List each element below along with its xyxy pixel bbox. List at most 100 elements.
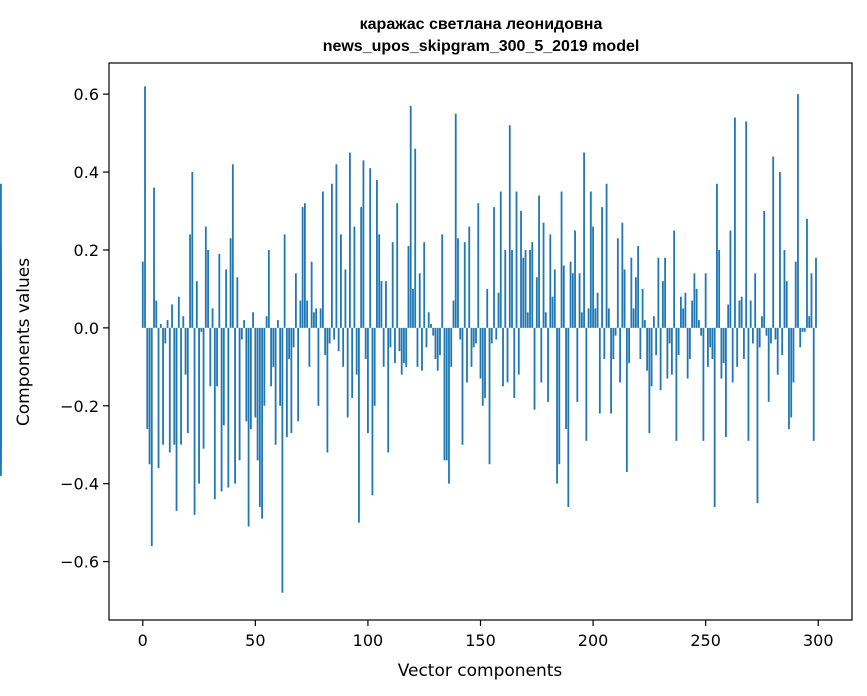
bar: [806, 218, 808, 328]
bar: [220, 327, 223, 492]
bar: [749, 300, 752, 328]
bar: [380, 281, 383, 328]
bar: [164, 327, 167, 344]
x-axis-label: Vector components: [398, 661, 563, 681]
bar: [382, 327, 385, 367]
bar: [562, 265, 565, 328]
bar: [308, 327, 311, 367]
bar: [691, 300, 694, 328]
bar: [355, 327, 358, 375]
bar: [754, 273, 757, 328]
x-tick-label: 100: [353, 631, 384, 650]
bar: [725, 327, 727, 437]
bar: [193, 327, 196, 515]
bar: [576, 327, 579, 402]
bar: [486, 288, 489, 328]
bar: [704, 273, 707, 328]
bar: [794, 261, 797, 328]
bar: [743, 327, 745, 360]
x-axis: 0 50 100 150 200 250 300: [138, 620, 834, 650]
bar: [457, 238, 459, 328]
bar: [502, 327, 504, 387]
bar: [254, 327, 257, 418]
bar: [394, 327, 396, 363]
bar: [369, 168, 372, 328]
bar: [155, 300, 158, 328]
bar: [466, 327, 468, 383]
bar: [788, 327, 790, 430]
bar: [612, 327, 615, 360]
bar: [141, 261, 144, 328]
bar: [551, 296, 554, 328]
bar: [580, 312, 583, 328]
bar: [310, 261, 313, 328]
bar: [488, 327, 491, 465]
bar: [531, 242, 534, 328]
bar: [472, 327, 475, 348]
bar: [184, 327, 187, 375]
bar: [569, 261, 572, 328]
bar: [495, 327, 498, 340]
bar: [279, 327, 282, 406]
bar: [490, 327, 493, 344]
bar: [243, 320, 245, 328]
bar: [353, 226, 356, 328]
bar: [349, 152, 351, 328]
bar: [713, 327, 716, 508]
bar: [376, 179, 378, 328]
bar: [720, 327, 723, 379]
bar: [716, 183, 718, 328]
bar: [511, 249, 513, 328]
bar: [632, 308, 635, 328]
bar: [182, 316, 185, 328]
bar: [200, 327, 203, 332]
bar: [758, 327, 761, 348]
bar: [657, 257, 660, 328]
bar: [481, 327, 484, 406]
bar: [727, 304, 730, 328]
bar: [493, 207, 495, 328]
bar: [682, 308, 685, 328]
bar: [673, 230, 676, 328]
bar: [317, 327, 320, 406]
bar: [207, 249, 209, 328]
bar: [249, 327, 252, 430]
bar: [263, 327, 266, 406]
bar: [157, 327, 160, 469]
bar: [261, 327, 263, 519]
bar: [772, 156, 775, 328]
y-axis-label: Components values: [14, 258, 34, 426]
bar: [416, 327, 419, 367]
bar: [594, 308, 597, 328]
bar: [565, 327, 567, 430]
bar: [294, 273, 297, 328]
bar: [430, 323, 432, 328]
bar: [722, 327, 725, 363]
bar: [643, 320, 646, 328]
bar: [285, 327, 288, 437]
bar: [797, 94, 799, 328]
bar: [171, 304, 173, 328]
bar: [598, 327, 601, 414]
bar: [770, 327, 772, 344]
bar: [247, 327, 250, 527]
bar: [664, 257, 667, 328]
bar: [688, 327, 691, 360]
bar: [558, 327, 561, 465]
bar: [628, 327, 630, 363]
bar: [373, 327, 376, 406]
bar: [436, 327, 439, 371]
bar: [571, 273, 574, 328]
bar: [319, 308, 322, 328]
bar: [779, 172, 781, 328]
bar: [535, 277, 538, 328]
bar: [434, 327, 437, 360]
bar: [619, 327, 621, 383]
bar: [630, 257, 633, 328]
bar: [344, 269, 347, 328]
bar: [396, 203, 399, 328]
bar: [803, 327, 806, 332]
bar: [583, 152, 585, 328]
bar: [288, 327, 291, 360]
bar: [810, 273, 813, 328]
